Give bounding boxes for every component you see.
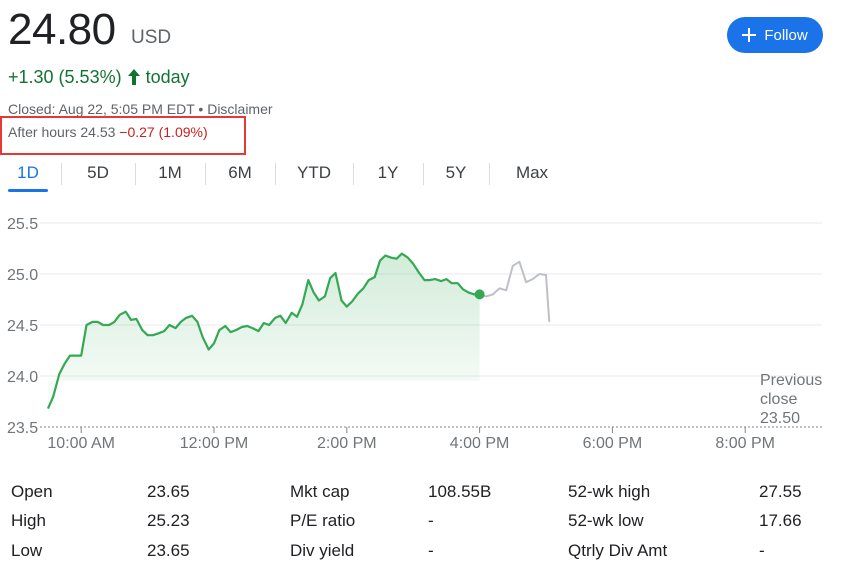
tab-1d[interactable]: 1D — [17, 163, 39, 182]
stat-label-mkt-cap: Mkt cap — [290, 482, 350, 501]
y-tick-label: 25.5 — [7, 216, 38, 233]
tab-6m[interactable]: 6M — [228, 163, 252, 182]
stat-value-mkt-cap: 108.55B — [428, 482, 492, 501]
tab-separator — [353, 163, 354, 185]
tab-separator — [489, 163, 490, 185]
tab-separator — [61, 163, 62, 185]
stat-value-qtrly-div-amt: - — [759, 541, 765, 560]
regular-session-area — [48, 253, 480, 409]
tab-separator — [423, 163, 424, 185]
tab-ytd[interactable]: YTD — [297, 163, 331, 182]
stat-value-div-yield: - — [428, 541, 434, 560]
y-tick-label: 24.5 — [7, 318, 38, 335]
follow-button[interactable]: Follow — [727, 17, 823, 53]
market-close-point — [474, 289, 485, 300]
after-hours-line — [479, 260, 551, 322]
tab-5d[interactable]: 5D — [87, 163, 109, 182]
stat-label-high: High — [11, 511, 46, 530]
closed-time: Closed: Aug 22, 5:05 PM EDT — [8, 101, 195, 117]
x-tick-label: 8:00 PM — [715, 435, 775, 452]
stat-label-qtrly-div-amt: Qtrly Div Amt — [568, 541, 668, 560]
y-tick-label: 23.5 — [7, 420, 38, 437]
price-change-period: today — [145, 67, 190, 87]
plus-icon — [742, 28, 757, 42]
after-hours-label: After hours 24.53 — [8, 124, 116, 140]
previous-close-label: close — [760, 391, 797, 408]
stock-price: 24.80 — [8, 5, 116, 54]
tab-max[interactable]: Max — [515, 163, 549, 182]
stat-label-div-yield: Div yield — [290, 541, 355, 560]
after-hours-quote: After hours 24.53 −0.27 (1.09%) — [8, 124, 208, 140]
x-tick-label: 6:00 PM — [583, 435, 643, 452]
stat-value-p-e-ratio: - — [428, 511, 434, 530]
stat-value-52-wk-high: 27.55 — [759, 482, 802, 501]
regular-session-line — [46, 252, 480, 410]
stat-value-open: 23.65 — [147, 482, 190, 501]
stat-label-open: Open — [11, 482, 53, 501]
highlight-box — [0, 116, 246, 155]
currency-label: USD — [131, 27, 172, 48]
tab-separator — [205, 163, 206, 185]
price-change-value: +1.30 (5.53%) — [8, 67, 122, 87]
stat-label-p-e-ratio: P/E ratio — [290, 511, 356, 530]
tab-separator — [135, 163, 136, 185]
stats-table: Open 23.65 High 25.23 Low 23.65 Mkt cap 108.55B… — [0, 478, 847, 578]
separator: • — [198, 101, 204, 117]
stat-label-low: Low — [11, 541, 43, 560]
tab-1y[interactable]: 1Y — [377, 163, 399, 182]
stat-label-52-wk-high: 52-wk high — [568, 482, 651, 501]
x-tick-label: 10:00 AM — [47, 435, 115, 452]
previous-close-label: 23.50 — [760, 410, 800, 427]
tab-separator — [275, 163, 276, 185]
x-tick-label: 12:00 PM — [180, 435, 248, 452]
tab-1m[interactable]: 1M — [158, 163, 182, 182]
active-tab-indicator — [8, 189, 48, 192]
stat-label-52-wk-low: 52-wk low — [568, 511, 644, 530]
x-tick-label: 4:00 PM — [450, 435, 510, 452]
stat-value-high: 25.23 — [147, 511, 190, 530]
range-tabs: 1D 5D 1M 6M YTD 1Y 5Y Max — [0, 158, 560, 192]
previous-close-label: Previous — [760, 372, 822, 389]
tab-5y[interactable]: 5Y — [445, 163, 467, 182]
x-tick-label: 2:00 PM — [317, 435, 377, 452]
y-tick-label: 24.0 — [7, 369, 38, 386]
disclaimer-link[interactable]: Disclaimer — [207, 101, 273, 117]
arrow-up-icon — [127, 69, 140, 85]
after-hours-change: −0.27 (1.09%) — [119, 124, 208, 140]
price-chart[interactable]: 23.5 24.0 24.5 25.0 25.5 10:00 AM 12:00 PM 2:00… — [0, 200, 847, 462]
stat-value-52-wk-low: 17.66 — [759, 511, 802, 530]
y-tick-label: 25.0 — [7, 267, 38, 284]
follow-button-label: Follow — [764, 26, 808, 44]
market-status: Closed: Aug 22, 5:05 PM EDT • Disclaimer — [8, 101, 273, 117]
stat-value-low: 23.65 — [147, 541, 190, 560]
price-change: +1.30 (5.53%) today — [8, 65, 190, 89]
